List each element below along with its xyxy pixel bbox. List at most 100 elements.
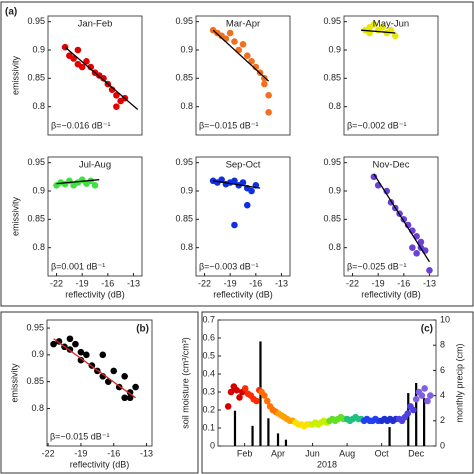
point [263,397,271,405]
y2-tick-label: 4 [440,390,445,400]
fit-line [212,29,270,82]
y-tick-label: 0.95 [323,157,341,167]
point [121,394,128,402]
point [227,388,235,396]
point [239,179,247,186]
panel-label: (c) [421,324,433,335]
plot-frame [343,15,439,136]
subplot-title: Sep-Oct [226,160,261,171]
point [370,173,378,181]
panel-b-frame [0,311,199,474]
y2-tick-label: 10 [440,314,450,324]
point [99,351,107,359]
y-tick-label: 0.1 [202,422,215,432]
x-tick-label: -19 [74,448,87,458]
point [391,32,399,40]
y-tick-label: 0.9 [180,44,193,54]
point [74,46,82,54]
point [231,177,238,185]
point [224,403,232,410]
y-tick-label: 0.85 [323,214,341,224]
y-tick-label: 0.8 [32,242,45,252]
x-tick-label: Jun [305,448,320,458]
point [83,58,90,65]
x-tick-label: -22 [50,278,63,288]
y2-axis-label: monthly precip (cm) [454,343,464,422]
annotation: β=0.001 dB⁻¹ [51,261,105,271]
fit-line [361,29,396,34]
y2-tick-label: 2 [440,415,445,425]
point [248,58,255,65]
point [70,55,77,62]
bar [415,383,418,446]
x-tick-label: -16 [101,278,114,288]
x-axis-label: reflectivity (dB) [213,289,273,299]
point [231,221,238,229]
point [243,201,251,209]
bar [407,393,410,446]
plot-frame [217,319,437,447]
point [253,397,260,405]
point [379,24,386,31]
point [370,21,378,28]
point [77,348,85,356]
x-tick-label: -22 [42,448,55,458]
y-tick-label: 0.4 [202,368,215,378]
y-axis-label: emissivity [9,363,19,403]
point [126,394,134,402]
point [421,385,428,392]
point [427,392,434,399]
point [243,52,251,59]
point [261,392,268,399]
y-tick-label: 0.3 [202,386,215,396]
x-tick-label: -13 [127,278,140,288]
y-tick-label: 0.2 [202,404,215,414]
x-tick-label: Apr [271,448,285,458]
y-tick-label: 0.85 [175,214,193,224]
x-tick-label: Dec [408,448,425,458]
y-tick-label: 0.9 [180,185,193,195]
annotation: β=−0.015 dB⁻¹ [50,431,109,441]
x-axis-label: reflectivity (dB) [65,289,125,299]
point [121,372,128,380]
y-tick-label: 0.85 [175,73,193,83]
x-tick-label: -22 [346,278,359,288]
x-tick-label: Oct [375,448,390,458]
bar [388,427,391,446]
y2-tick-label: 6 [440,365,445,375]
y-tick-label: 0.95 [175,157,193,167]
x-tick-label: -13 [423,278,436,288]
x-axis-label: 2018 [317,459,337,469]
point [409,244,416,251]
y-tick-label: 0.8 [180,242,193,252]
point [426,267,433,274]
x-tick-label: -19 [224,278,237,288]
y2-tick-label: 8 [440,340,445,350]
y-tick-label: 0.8 [180,101,193,111]
x-tick-label: -22 [198,278,211,288]
point [100,75,107,82]
bar [267,418,270,446]
y-tick-label: 0.7 [202,314,215,324]
bar [423,398,426,446]
y-tick-label: 0.95 [27,157,45,167]
point [387,26,395,34]
y-tick-label: 0.6 [202,332,215,342]
point [413,250,420,257]
bar [276,433,280,446]
annotation: β=−0.016 dB⁻¹ [51,120,110,130]
bar [233,410,237,446]
point [77,356,85,364]
y-tick-label: 0.9 [32,185,45,195]
subplot-title: May-Jun [373,19,409,30]
panel-a-frame [0,1,474,307]
point [113,103,120,110]
subplot-title: Jan-Feb [78,19,113,30]
plot-frame [343,156,439,277]
annotation: β=−0.025 dB⁻¹ [347,261,406,271]
point [265,92,272,99]
point [248,187,255,195]
point [113,92,120,99]
y-tick-label: 0.85 [27,214,45,224]
